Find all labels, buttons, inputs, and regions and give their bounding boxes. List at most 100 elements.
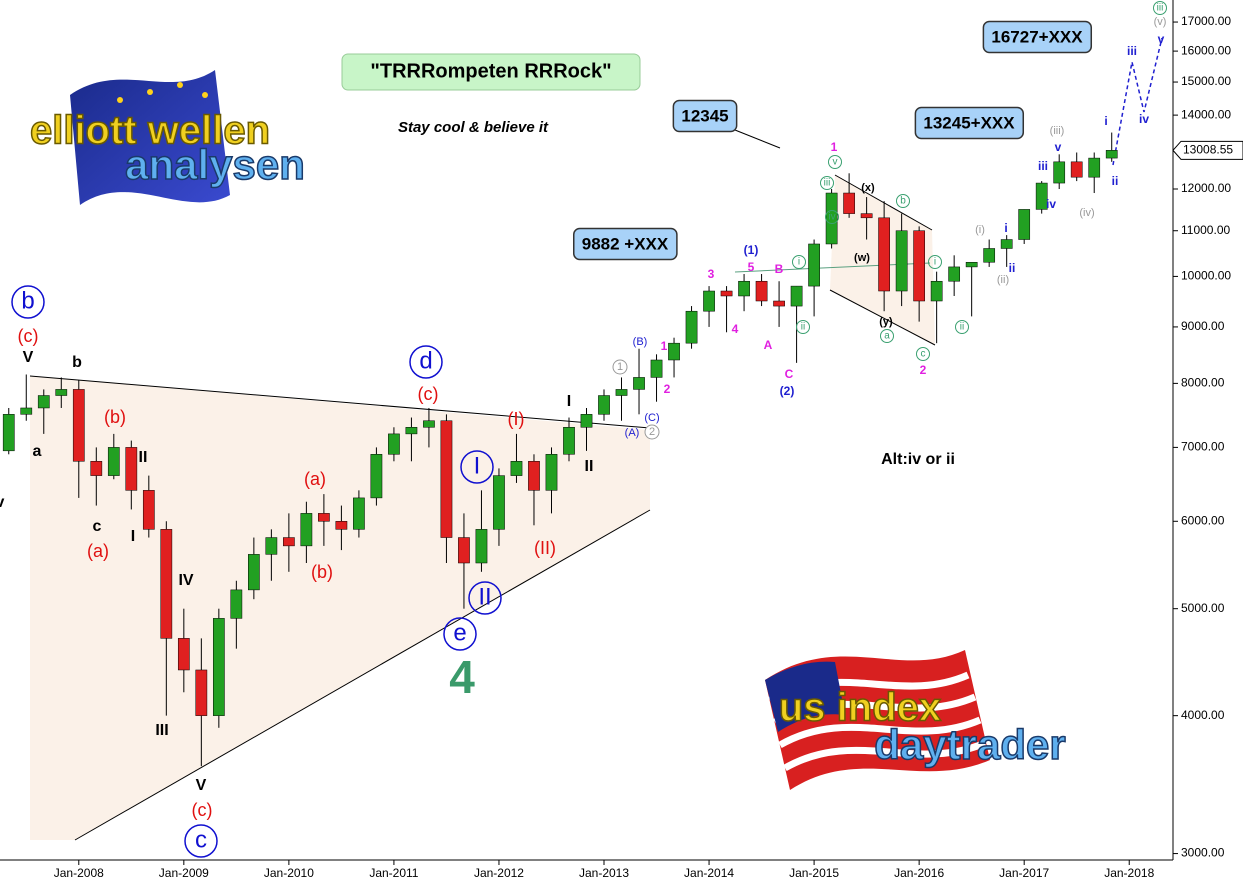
wave-label: (2) [780,384,795,398]
candle-body [1105,150,1118,159]
target-label: 12345 [681,106,728,125]
wave-label: b [72,354,82,371]
candle-body [37,395,50,409]
wave-label: (y) [879,316,893,328]
candle-body [212,618,225,716]
candle-body [440,420,453,538]
candle-body [895,230,908,292]
wave-label: c [921,349,926,360]
wave-label: (a) [87,541,109,561]
x-tick-label: Jan-2014 [684,866,734,880]
candle-body [528,461,540,491]
wave-label: e [453,619,466,646]
wave-label: v [833,157,838,168]
y-tick-label: 17000.00 [1181,14,1231,28]
wave-label: 4 [732,322,739,336]
candle-body [55,389,68,396]
candle-body [563,427,575,455]
wave-label: (iii) [1050,125,1065,137]
candle-body [405,427,418,435]
logo-text: us index [779,686,941,730]
wave-circle [955,320,969,334]
target-box [573,227,678,261]
candle-body [668,342,680,361]
wave-label: V [196,777,207,794]
candle-body [1018,209,1031,240]
wave-circle [443,617,477,651]
wave-label: (c) [192,800,213,820]
wave-circle [820,176,834,190]
candle-body [265,537,278,555]
candle-body [300,513,313,547]
wave-label: (A) [625,427,640,439]
candle-body [142,490,155,530]
price-tag [1172,140,1243,160]
logo-star [117,97,123,103]
wave-label: I [567,393,571,410]
wave-label: (c) [418,384,439,404]
wave-label: Alt:iv or ii [881,451,955,468]
wave-label: iii [1038,159,1048,173]
wave-label: I [474,452,481,479]
wave-label: v [0,494,5,511]
candle-body [983,248,996,263]
wave-circle [896,194,910,208]
chart-subtitle: Stay cool & believe it [398,119,549,136]
x-tick-label: Jan-2015 [789,866,839,880]
logo-text: daytrader [874,721,1065,768]
wave-label: a [33,443,42,460]
wave-circle [796,320,810,334]
x-tick-label: Jan-2012 [474,866,524,880]
wave-label: 3 [708,267,715,281]
logo-text: analysen [125,141,305,188]
price-tag-label: 13008.55 [1183,142,1233,156]
wave-label: d [419,347,432,374]
wave-label: 2 [649,426,655,438]
candle-body [388,433,400,455]
pointer-line [734,129,781,149]
candle-body [948,266,961,282]
wave-circle [880,329,894,343]
logo-flag [70,70,230,205]
wave-label: iii [824,178,831,189]
candle-body [335,521,348,530]
wave-label: (II) [534,538,556,558]
y-tick-label: 10000.00 [1181,269,1231,283]
candle-body [283,537,295,547]
candle-body [703,290,715,312]
candle-body [72,389,85,462]
wave-circle [468,581,502,615]
wave-label: 4 [449,651,475,703]
wave-label: ii [960,322,964,333]
wave-label: (w) [854,252,870,264]
wave-label: B [775,262,784,276]
wave-label: iv [1139,112,1149,126]
wave-circle [184,824,218,858]
wave-label: i [934,257,936,268]
y-tick-label: 9000.00 [1181,319,1225,333]
wave-label: (C) [644,412,659,424]
wave-circle [828,155,842,169]
candle-body [930,280,943,302]
candle-body [107,447,120,476]
candle-body [913,230,925,302]
candle-body [598,395,610,415]
x-tick-label: Jan-2018 [1104,866,1154,880]
candle-body [720,290,733,297]
x-tick-label: Jan-2013 [579,866,629,880]
annotations: "TRRRompeten RRRock" Stay cool & believe… [0,1,1167,858]
target-box [982,20,1093,54]
candles [2,132,1118,767]
candle-body [843,192,855,214]
wave-label: 2 [920,363,927,377]
target-label: 13245+XXX [923,113,1015,132]
candle-body [177,638,190,671]
wave-label: ii [1009,261,1016,275]
wave-label: A [764,338,773,352]
logo-canton [765,661,845,732]
candle-body [353,497,365,530]
wave-circle [612,359,628,375]
logo-star [177,82,183,88]
